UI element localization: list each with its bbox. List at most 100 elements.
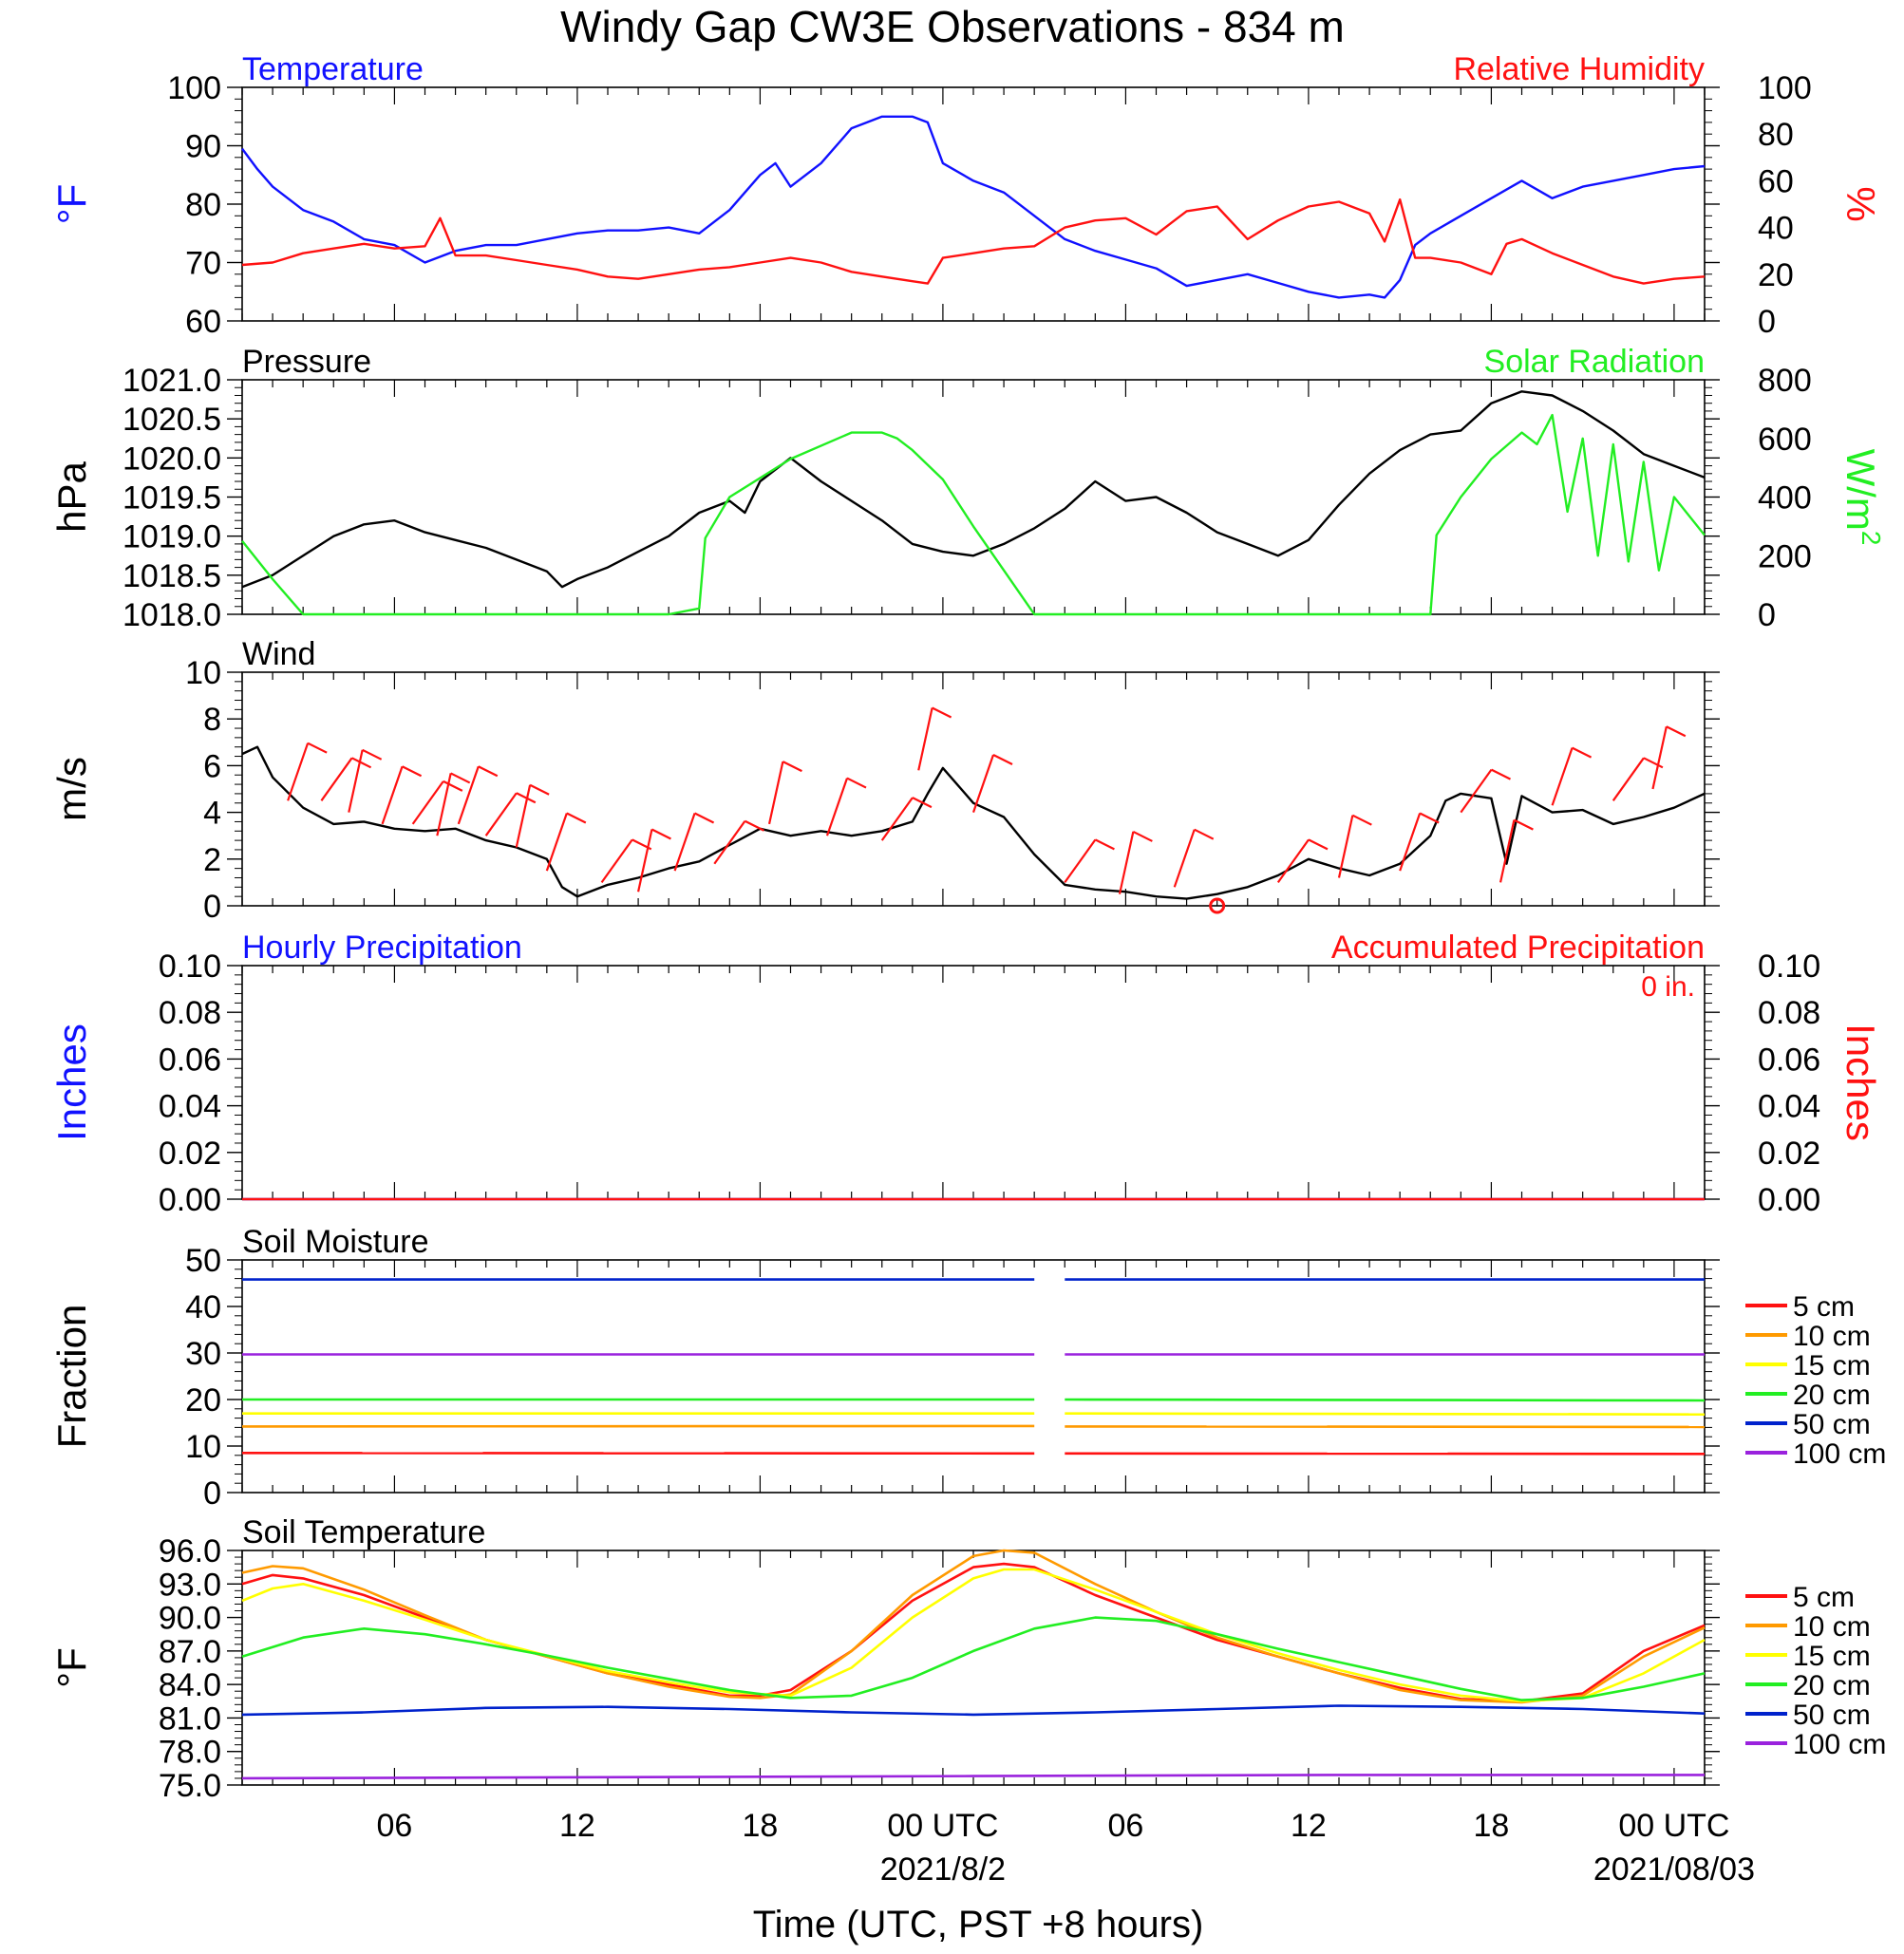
plot-frame bbox=[241, 86, 1706, 322]
panel-title-left: Hourly Precipitation bbox=[242, 930, 522, 966]
plot-frame bbox=[241, 671, 1706, 907]
legend-label: 15 cm bbox=[1793, 1350, 1871, 1381]
y-tick-label: 80 bbox=[185, 187, 221, 223]
y-tick-label: 90.0 bbox=[159, 1601, 221, 1637]
y-axis-label-left: hPa bbox=[49, 460, 94, 532]
series-line-1-segment-1 bbox=[1065, 1425, 1706, 1429]
wind-barb-flag bbox=[516, 792, 537, 804]
series-line-1 bbox=[241, 1549, 1706, 1704]
right-y-tick-label: 80 bbox=[1758, 117, 1794, 153]
y-axis-label-right: Inches bbox=[1838, 1024, 1883, 1141]
y-tick-label: 0 bbox=[203, 1475, 221, 1512]
plot-frame bbox=[241, 1259, 1706, 1494]
y-tick-label: 0.10 bbox=[159, 949, 221, 985]
right-y-tick-label: 0.04 bbox=[1758, 1089, 1820, 1125]
wind-barb-flag bbox=[912, 797, 933, 809]
y-tick-label: 0 bbox=[203, 889, 221, 925]
y-axis-label-superscript: 2 bbox=[1857, 531, 1886, 546]
pressure-solar-panel: 1018.01018.51019.01019.51020.01020.51021… bbox=[49, 344, 1886, 633]
x-date-label: 2021/08/03 bbox=[1593, 1851, 1755, 1888]
panel-title-right: Accumulated Precipitation bbox=[1331, 930, 1705, 966]
legend-label: 100 cm bbox=[1793, 1729, 1886, 1760]
y-tick-label: 4 bbox=[203, 796, 221, 832]
y-axis-label-left: Fraction bbox=[49, 1305, 94, 1449]
wind-barb-flag bbox=[1572, 746, 1593, 759]
right-y-tick-label: 40 bbox=[1758, 211, 1794, 247]
y-tick-label: 87.0 bbox=[159, 1634, 221, 1670]
wind-barb bbox=[1651, 725, 1668, 790]
series-line-2-segment-1 bbox=[1065, 1412, 1706, 1416]
right-y-tick-label: 200 bbox=[1758, 538, 1812, 574]
y-tick-label: 1020.0 bbox=[123, 441, 221, 477]
series-line-0-segment-0 bbox=[241, 1452, 1035, 1456]
right-y-tick-label: 0.10 bbox=[1758, 949, 1820, 985]
y-tick-label: 1018.0 bbox=[123, 597, 221, 633]
y-axis-label-right-text: W/m bbox=[1838, 449, 1883, 531]
x-axis: 06 12 18 00 UTC 2021/8/2 06 12 18 00 UTC 2021/08/… bbox=[377, 1808, 1755, 1888]
wind-barb bbox=[381, 765, 404, 825]
y-tick-label: 70 bbox=[185, 246, 221, 282]
legend-label: 10 cm bbox=[1793, 1321, 1871, 1352]
wind-barb-flag bbox=[782, 761, 802, 773]
wind-barb bbox=[411, 780, 444, 825]
wind-barb bbox=[436, 773, 452, 836]
y-axis-label-left: m/s bbox=[49, 757, 94, 821]
y-axis-label-left: °F bbox=[49, 1647, 94, 1687]
y-tick-label: 1018.5 bbox=[123, 558, 221, 594]
wind-barb bbox=[1337, 815, 1354, 878]
y-tick-label: 93.0 bbox=[159, 1567, 221, 1603]
legend-label: 100 cm bbox=[1793, 1438, 1886, 1470]
y-tick-label: 0.02 bbox=[159, 1136, 221, 1172]
wind-barb-flag bbox=[1132, 830, 1153, 842]
legend-label: 50 cm bbox=[1793, 1700, 1871, 1731]
wind-barb-flag bbox=[1308, 838, 1329, 851]
y-axis-label-right: W/m2 bbox=[1838, 449, 1886, 546]
wind-barb bbox=[600, 838, 633, 884]
temperature-rh-panel: 60 70 80 90 100 0 20 40 60 80 100 Temperature Relati… bbox=[49, 51, 1883, 340]
right-y-tick-label: 800 bbox=[1758, 363, 1812, 399]
wind-barb bbox=[515, 784, 532, 848]
wind-barb bbox=[1173, 829, 1196, 888]
y-tick-label: 40 bbox=[185, 1289, 221, 1325]
series-line-1-segment-0 bbox=[241, 1424, 1035, 1428]
wind-barb-flag bbox=[1194, 828, 1215, 840]
wind-barb-flag bbox=[1643, 757, 1664, 769]
plot-frame bbox=[241, 379, 1706, 615]
panel-title-left: Pressure bbox=[242, 344, 371, 380]
wind-barb bbox=[1399, 813, 1422, 872]
right-y-tick-label: 0.08 bbox=[1758, 995, 1820, 1031]
y-tick-label: 96.0 bbox=[159, 1533, 221, 1569]
y-tick-label: 10 bbox=[185, 1429, 221, 1465]
precipitation-panel: 0.00 0.02 0.04 0.06 0.08 0.10 0.00 0.02 0.04 0.06… bbox=[49, 930, 1883, 1218]
legend-label: 15 cm bbox=[1793, 1641, 1871, 1672]
wind-barb bbox=[484, 792, 518, 836]
wind-barb bbox=[880, 797, 914, 841]
x-tick-label: 12 bbox=[559, 1808, 595, 1844]
wind-barb bbox=[713, 820, 746, 865]
wind-barb-flag bbox=[1351, 814, 1372, 826]
legend-label: 10 cm bbox=[1793, 1611, 1871, 1643]
right-y-tick-label: 0.00 bbox=[1758, 1182, 1820, 1218]
panel-title-left: Temperature bbox=[242, 51, 424, 87]
wind-barb-flag bbox=[1094, 838, 1115, 851]
series-line-2 bbox=[241, 1568, 1706, 1703]
y-tick-label: 20 bbox=[185, 1382, 221, 1419]
series-line-relative-humidity bbox=[241, 197, 1706, 285]
legend-label: 5 cm bbox=[1793, 1582, 1855, 1613]
plot-frame bbox=[241, 1550, 1706, 1786]
wind-barb-flag bbox=[1491, 768, 1511, 780]
series-line-pressure bbox=[241, 390, 1706, 589]
y-tick-label: 8 bbox=[203, 702, 221, 738]
legend-label: 20 cm bbox=[1793, 1670, 1871, 1701]
y-tick-label: 2 bbox=[203, 842, 221, 878]
y-tick-label: 1019.5 bbox=[123, 480, 221, 517]
y-tick-label: 1019.0 bbox=[123, 519, 221, 555]
wind-barb-flag bbox=[1419, 812, 1440, 824]
wind-barb bbox=[971, 754, 995, 813]
y-tick-label: 78.0 bbox=[159, 1735, 221, 1771]
panel-title-left: Soil Temperature bbox=[242, 1514, 485, 1550]
right-y-tick-label: 20 bbox=[1758, 257, 1794, 293]
legend-label: 5 cm bbox=[1793, 1291, 1855, 1323]
